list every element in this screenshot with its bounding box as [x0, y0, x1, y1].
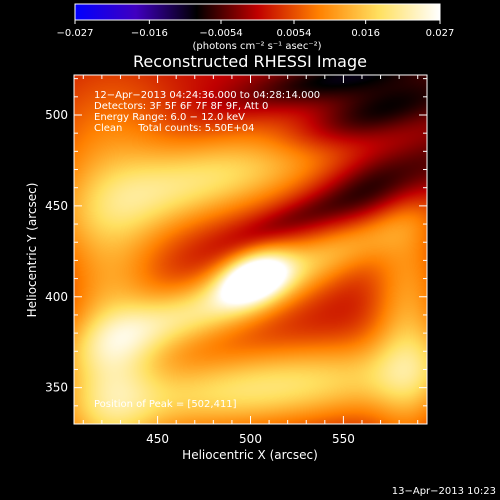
y-tick-label: 350 — [45, 381, 68, 395]
chart-title: Reconstructed RHESSI Image — [133, 52, 367, 71]
axis-ticks: 450 500 550 350 400 450 500 — [45, 75, 427, 446]
annotation-total-counts: Clean Total counts: 5.50E+04 — [94, 123, 254, 134]
y-axis-label: Heliocentric Y (arcsec) — [25, 183, 39, 318]
y-tick-label: 450 — [45, 199, 68, 213]
colorbar-tick-label: 0.027 — [426, 28, 455, 39]
timestamp: 13−Apr−2013 10:23 — [392, 486, 496, 497]
y-tick-label: 500 — [45, 108, 68, 122]
colorbar-tick-label: −0.027 — [56, 28, 93, 39]
peak-position-label: Position of Peak = [502,411] — [94, 399, 237, 410]
colorbar-unit-label: (photons cm⁻² s⁻¹ asec⁻²) — [192, 41, 321, 52]
colorbar-tick-label: 0.016 — [351, 28, 380, 39]
colorbar-gradient — [74, 3, 441, 21]
x-tick-label: 450 — [146, 432, 169, 446]
x-tick-label: 500 — [239, 432, 262, 446]
annotation-detectors: Detectors: 3F 5F 6F 7F 8F 9F, Att 0 — [94, 101, 268, 112]
heatmap-image — [74, 75, 427, 424]
y-tick-label: 400 — [45, 290, 68, 304]
x-axis-label: Heliocentric X (arcsec) — [182, 448, 318, 462]
colorbar-ticks: −0.027 −0.016 −0.0054 0.0054 0.016 0.027 — [56, 20, 454, 39]
colorbar-tick-label: 0.0054 — [277, 28, 312, 39]
x-tick-label: 550 — [332, 432, 355, 446]
colorbar-tick-label: −0.0054 — [199, 28, 242, 39]
colorbar: −0.027 −0.016 −0.0054 0.0054 0.016 0.027 (pho… — [56, 3, 454, 52]
annotation-block: 12−Apr−2013 04:24:36.000 to 04:28:14.000… — [94, 90, 320, 134]
annotation-time-range: 12−Apr−2013 04:24:36.000 to 04:28:14.000 — [94, 90, 320, 101]
annotation-energy-range: Energy Range: 6.0 − 12.0 keV — [94, 112, 245, 123]
plot-area — [73, 74, 428, 425]
colorbar-tick-label: −0.016 — [131, 28, 168, 39]
